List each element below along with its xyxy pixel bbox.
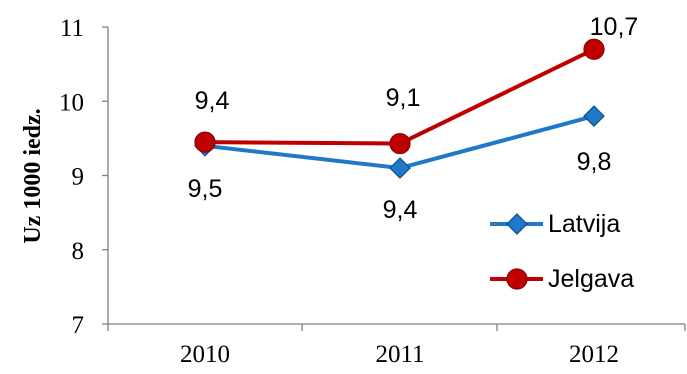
data-label-latvija: 9,8: [577, 148, 612, 176]
y-tick-label: 8: [72, 238, 85, 265]
x-tick-label: 2012: [569, 341, 619, 368]
y-tick-label: 7: [72, 312, 85, 339]
data-label-jelgava: 10,7: [590, 13, 639, 41]
y-ticks: 7 8 9 10 11: [59, 15, 108, 339]
point-jelgava: [194, 131, 216, 153]
y-axis-title: Uz 1000 iedz.: [20, 108, 46, 243]
legend-label-jelgava: Jelgava: [548, 265, 634, 293]
series-layer: [194, 38, 605, 179]
x-tick-label: 2010: [180, 341, 230, 368]
data-label-latvija: 9,5: [188, 175, 223, 203]
y-tick-label: 11: [60, 15, 84, 42]
legend-marker-jelgava: [506, 268, 528, 290]
y-tick-label: 10: [59, 89, 84, 116]
point-latvija: [583, 105, 605, 127]
legend-label-latvija: Latvija: [548, 210, 620, 238]
x-ticks: 2010 2011 2012: [107, 324, 686, 368]
point-jelgava: [583, 38, 605, 60]
y-tick-label: 9: [72, 164, 85, 191]
point-latvija: [389, 157, 411, 179]
data-label-jelgava: 9,1: [386, 84, 421, 112]
data-label-jelgava: 9,4: [195, 87, 230, 115]
x-tick-label: 2011: [375, 341, 424, 368]
point-jelgava: [389, 132, 411, 155]
data-label-latvija: 9,4: [383, 196, 418, 224]
legend: Latvija Jelgava: [490, 210, 634, 293]
data-labels: 9,5 9,4 9,8 9,4 9,1 10,7: [188, 13, 639, 224]
legend-marker-latvija: [506, 213, 528, 235]
